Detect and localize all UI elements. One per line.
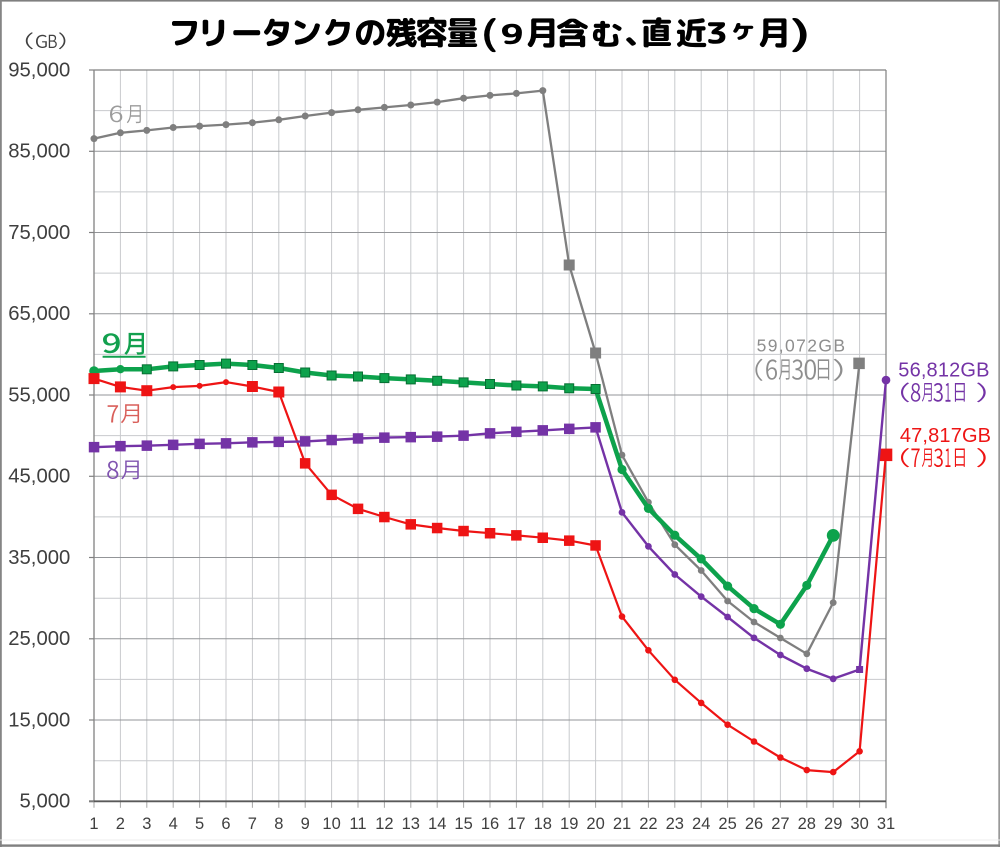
svg-text:4: 4 bbox=[169, 815, 178, 833]
svg-text:22: 22 bbox=[639, 815, 657, 833]
svg-text:23: 23 bbox=[666, 815, 684, 833]
svg-text:16: 16 bbox=[481, 815, 499, 833]
svg-text:12: 12 bbox=[375, 815, 393, 833]
svg-text:65,000: 65,000 bbox=[8, 303, 70, 325]
svg-text:25,000: 25,000 bbox=[8, 628, 70, 650]
svg-text:47,817GB: 47,817GB bbox=[900, 425, 991, 447]
svg-text:15,000: 15,000 bbox=[8, 709, 70, 731]
svg-text:7: 7 bbox=[248, 815, 257, 833]
svg-text:85,000: 85,000 bbox=[8, 141, 70, 163]
svg-text:1: 1 bbox=[89, 815, 98, 833]
svg-text:26: 26 bbox=[745, 815, 763, 833]
svg-text:31: 31 bbox=[877, 815, 895, 833]
svg-text:5,000: 5,000 bbox=[20, 791, 71, 813]
svg-text:95,000: 95,000 bbox=[8, 59, 70, 81]
svg-text:45,000: 45,000 bbox=[8, 466, 70, 488]
svg-text:20: 20 bbox=[586, 815, 604, 833]
svg-text:35,000: 35,000 bbox=[8, 547, 70, 569]
svg-text:28: 28 bbox=[798, 815, 816, 833]
svg-text:2: 2 bbox=[116, 815, 125, 833]
svg-text:56,812GB: 56,812GB bbox=[898, 360, 989, 382]
svg-text:18: 18 bbox=[534, 815, 552, 833]
svg-text:8: 8 bbox=[274, 815, 283, 833]
svg-text:25: 25 bbox=[718, 815, 736, 833]
svg-text:30: 30 bbox=[850, 815, 868, 833]
svg-text:14: 14 bbox=[428, 815, 446, 833]
svg-text:27: 27 bbox=[771, 815, 789, 833]
svg-text:5: 5 bbox=[195, 815, 204, 833]
svg-text:75,000: 75,000 bbox=[8, 222, 70, 244]
svg-text:3: 3 bbox=[142, 815, 151, 833]
svg-text:55,000: 55,000 bbox=[8, 384, 70, 406]
svg-text:13: 13 bbox=[402, 815, 420, 833]
svg-text:17: 17 bbox=[507, 815, 525, 833]
svg-text:24: 24 bbox=[692, 815, 710, 833]
svg-text:15: 15 bbox=[454, 815, 472, 833]
svg-text:19: 19 bbox=[560, 815, 578, 833]
svg-text:11: 11 bbox=[349, 815, 366, 833]
svg-text:29: 29 bbox=[824, 815, 842, 833]
svg-text:9: 9 bbox=[301, 815, 310, 833]
svg-text:21: 21 bbox=[613, 815, 631, 833]
svg-text:59,072GB: 59,072GB bbox=[757, 336, 847, 356]
svg-text:10: 10 bbox=[322, 815, 340, 833]
svg-text:6: 6 bbox=[221, 815, 230, 833]
